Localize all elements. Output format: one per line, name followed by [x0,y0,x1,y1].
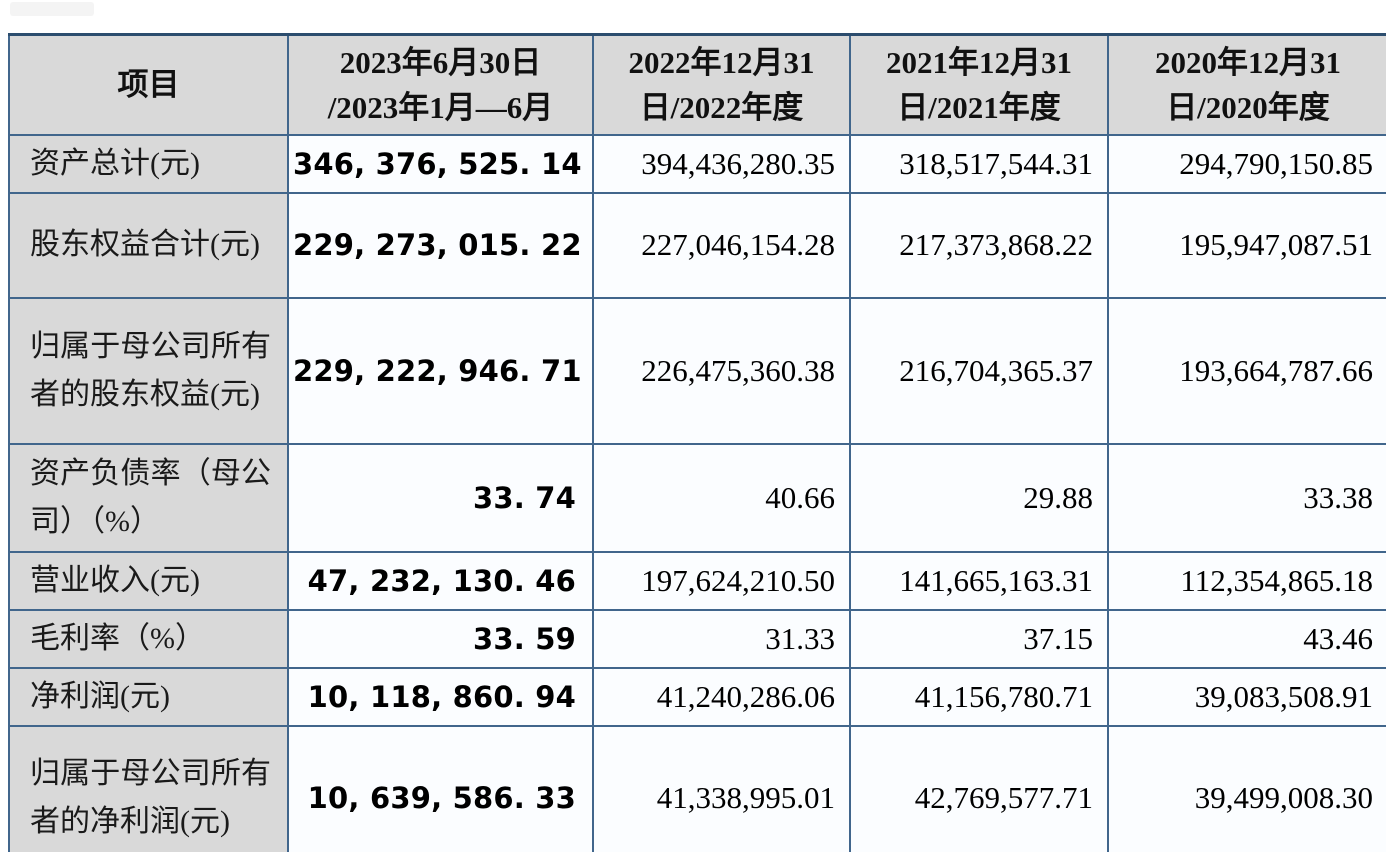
row-label: 归属于母公司所有者的净利润(元) [8,724,289,852]
header-line1: 2021年12月31 [886,44,1072,80]
value-cell: 318,517,544.31 [849,133,1109,194]
table-row-parent-equity: 归属于母公司所有者的股东权益(元) 229, 222, 946. 71 226,… [8,296,1386,445]
header-label: 项目 [117,67,180,103]
header-line2: 日/2021年度 [897,89,1061,125]
table-row-total-assets: 资产总计(元) 346, 376, 525. 14 394,436,280.35… [8,133,1386,194]
header-cell-item: 项目 [8,33,289,136]
value-cell: 294,790,150.85 [1107,133,1386,194]
value-cell: 195,947,087.51 [1107,191,1386,299]
scan-artifact [10,2,94,16]
value-cell: 197,624,210.50 [592,550,851,611]
table-row-gross-margin: 毛利率（%） 33. 59 31.33 37.15 43.46 [8,608,1386,669]
value-cell: 229, 273, 015. 22 [287,191,594,299]
row-label: 资产总计(元) [8,133,289,194]
value-cell: 47, 232, 130. 46 [287,550,594,611]
value-cell: 33. 74 [287,442,594,553]
value-cell: 41,240,286.06 [592,666,851,727]
row-label: 资产负债率（母公司）（%） [8,442,289,553]
header-line2: 日/2020年度 [1166,89,1330,125]
table-row-net-profit: 净利润(元) 10, 118, 860. 94 41,240,286.06 41… [8,666,1386,727]
header-line2: 日/2022年度 [639,89,804,125]
value-cell: 226,475,360.38 [592,296,851,445]
header-cell-2021: 2021年12月31 日/2021年度 [849,33,1109,136]
table-row-total-equity: 股东权益合计(元) 229, 273, 015. 22 227,046,154.… [8,191,1386,299]
table-row-revenue: 营业收入(元) 47, 232, 130. 46 197,624,210.50 … [8,550,1386,611]
value-cell: 10, 118, 860. 94 [287,666,594,727]
row-label: 净利润(元) [8,666,289,727]
value-cell: 29.88 [849,442,1109,553]
table-row-parent-net-profit: 归属于母公司所有者的净利润(元) 10, 639, 586. 33 41,338… [8,724,1386,852]
value-cell: 141,665,163.31 [849,550,1109,611]
header-line1: 2020年12月31 [1155,44,1341,80]
value-cell: 217,373,868.22 [849,191,1109,299]
header-cell-2022: 2022年12月31 日/2022年度 [592,33,851,136]
row-label: 归属于母公司所有者的股东权益(元) [8,296,289,445]
header-line1: 2023年6月30日 [339,44,542,80]
value-cell: 33.38 [1107,442,1386,553]
header-line1: 2022年12月31 [628,44,815,80]
financial-table: 项目 2023年6月30日 /2023年1月—6月 2022年12月31 日/2… [8,33,1386,852]
value-cell: 41,156,780.71 [849,666,1109,727]
value-cell: 31.33 [592,608,851,669]
value-cell: 41,338,995.01 [592,724,851,852]
value-cell: 40.66 [592,442,851,553]
value-cell: 193,664,787.66 [1107,296,1386,445]
value-cell: 216,704,365.37 [849,296,1109,445]
value-cell: 394,436,280.35 [592,133,851,194]
table-header-row: 项目 2023年6月30日 /2023年1月—6月 2022年12月31 日/2… [8,33,1386,136]
header-line2: /2023年1月—6月 [327,89,554,125]
table-row-debt-ratio: 资产负债率（母公司）（%） 33. 74 40.66 29.88 33.38 [8,442,1386,553]
value-cell: 39,499,008.30 [1107,724,1386,852]
value-cell: 39,083,508.91 [1107,666,1386,727]
value-cell: 229, 222, 946. 71 [287,296,594,445]
row-label: 股东权益合计(元) [8,191,289,299]
value-cell: 112,354,865.18 [1107,550,1386,611]
value-cell: 43.46 [1107,608,1386,669]
value-cell: 227,046,154.28 [592,191,851,299]
value-cell: 37.15 [849,608,1109,669]
value-cell: 10, 639, 586. 33 [287,724,594,852]
value-cell: 346, 376, 525. 14 [287,133,594,194]
row-label: 毛利率（%） [8,608,289,669]
value-cell: 33. 59 [287,608,594,669]
header-cell-2020: 2020年12月31 日/2020年度 [1107,33,1386,136]
row-label: 营业收入(元) [8,550,289,611]
header-cell-2023: 2023年6月30日 /2023年1月—6月 [287,33,594,136]
value-cell: 42,769,577.71 [849,724,1109,852]
